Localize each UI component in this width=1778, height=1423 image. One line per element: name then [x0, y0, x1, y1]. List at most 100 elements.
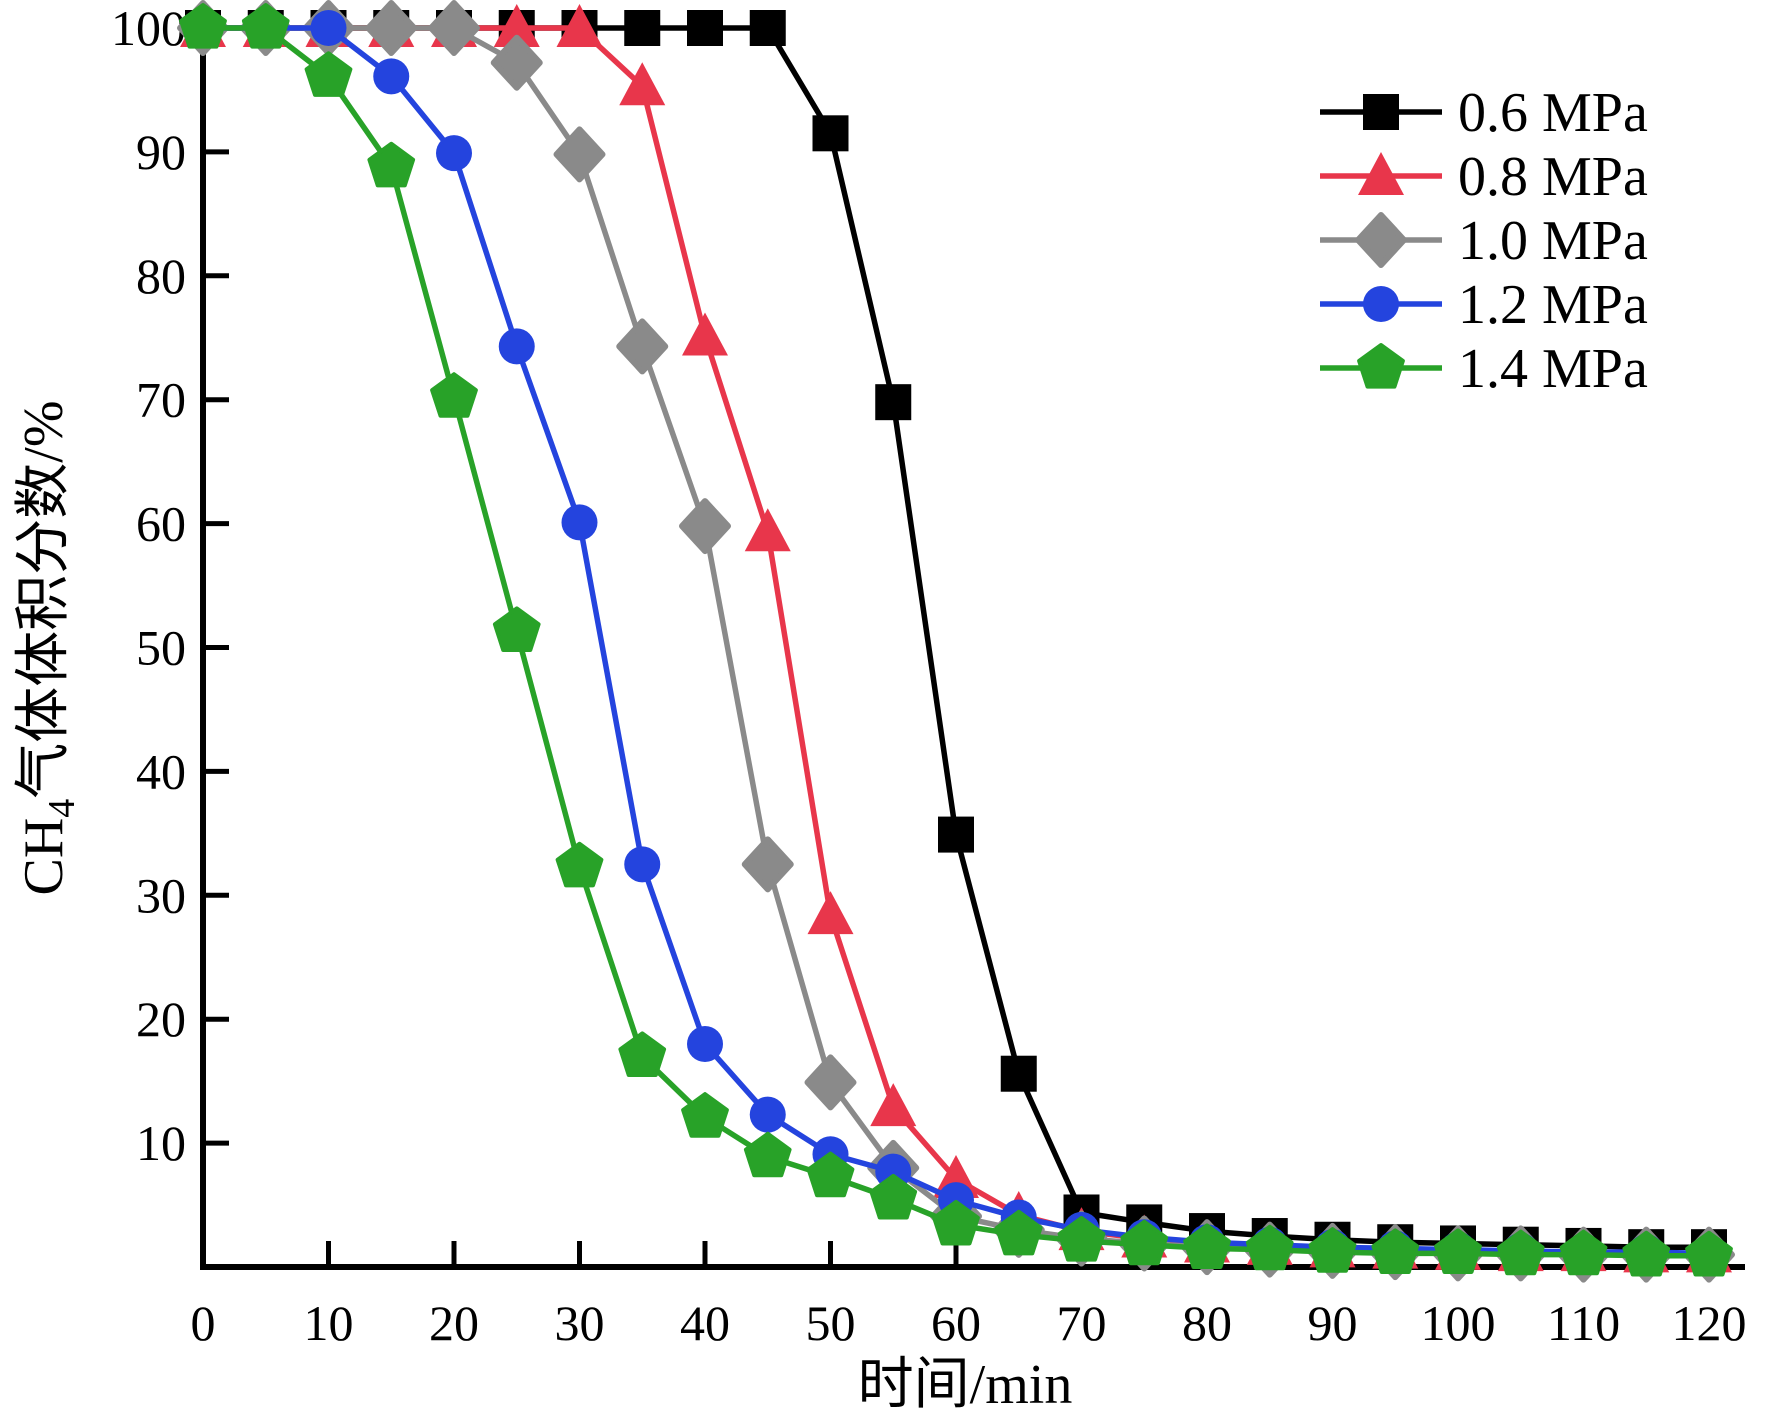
- data-point-marker: [373, 58, 410, 95]
- y-tick-label: 30: [136, 867, 186, 923]
- data-point-marker: [744, 508, 791, 552]
- series-1.4-MPa: [179, 3, 1733, 1277]
- data-point-marker: [436, 135, 472, 172]
- x-tick-label: 80: [1182, 1295, 1232, 1351]
- legend-marker: [1363, 94, 1399, 130]
- data-point-marker: [932, 1199, 980, 1246]
- data-point-marker: [428, 0, 480, 56]
- data-point-marker: [1120, 1219, 1169, 1266]
- data-point-marker: [624, 10, 661, 46]
- x-tick-label: 20: [429, 1295, 479, 1351]
- legend-label: 1.2 MPa: [1458, 274, 1648, 336]
- y-tick-label: 90: [136, 124, 186, 180]
- y-tick-label: 80: [136, 248, 186, 304]
- y-tick-label: 50: [136, 620, 186, 676]
- data-point-marker: [749, 10, 786, 46]
- data-point-marker: [1371, 1228, 1420, 1274]
- legend-item-1.2-MPa: 1.2 MPa: [1320, 274, 1648, 336]
- legend-marker: [1357, 343, 1405, 389]
- legend-marker: [1355, 212, 1407, 268]
- data-point-marker: [681, 1092, 729, 1138]
- legend-marker: [1363, 286, 1399, 322]
- data-point-marker: [687, 1025, 723, 1062]
- data-point-marker: [179, 3, 227, 49]
- x-tick-label: 0: [191, 1295, 216, 1351]
- data-point-marker: [619, 62, 666, 106]
- data-point-marker: [1434, 1228, 1482, 1274]
- data-point-marker: [430, 372, 478, 418]
- x-tick-label: 70: [1057, 1295, 1107, 1351]
- data-point-marker: [807, 891, 854, 935]
- axes: [200, 22, 1745, 1270]
- data-point-marker: [1308, 1227, 1357, 1273]
- data-point-marker: [682, 312, 728, 356]
- data-point-marker: [310, 10, 347, 46]
- data-point-marker: [869, 1173, 918, 1220]
- legend-label: 0.6 MPa: [1458, 82, 1648, 144]
- x-tick-label: 40: [680, 1295, 730, 1351]
- y-tick-label: 10: [136, 1115, 186, 1171]
- data-point-marker: [749, 1096, 786, 1133]
- legend-label: 1.4 MPa: [1458, 338, 1648, 400]
- data-point-marker: [493, 4, 540, 47]
- data-point-marker: [624, 846, 661, 883]
- x-tick-label: 110: [1547, 1295, 1620, 1351]
- legend-item-0.8-MPa: 0.8 MPa: [1320, 146, 1648, 208]
- x-tick-label: 90: [1308, 1295, 1358, 1351]
- data-point-marker: [679, 498, 731, 555]
- data-point-marker: [618, 1031, 667, 1077]
- data-point-marker: [555, 841, 604, 888]
- data-point-marker: [561, 504, 598, 541]
- y-tick-label: 20: [136, 991, 186, 1047]
- data-point-marker: [1622, 1230, 1671, 1277]
- data-point-marker: [556, 4, 603, 47]
- data-point-marker: [498, 328, 535, 365]
- legend-marker: [1358, 152, 1404, 195]
- data-point-marker: [806, 1151, 855, 1198]
- x-tick-label: 60: [931, 1295, 981, 1351]
- x-tick-label: 50: [806, 1295, 856, 1351]
- data-point-marker: [365, 0, 418, 56]
- data-point-marker: [1685, 1230, 1733, 1277]
- y-tick-label: 60: [136, 496, 186, 552]
- data-point-marker: [553, 126, 606, 183]
- y-tick-label: 70: [136, 372, 186, 428]
- x-tick-label: 30: [555, 1295, 605, 1351]
- data-point-marker: [1000, 1055, 1037, 1092]
- data-point-marker: [304, 51, 353, 97]
- data-point-marker: [367, 141, 416, 188]
- x-tick-label: 10: [304, 1295, 354, 1351]
- data-point-marker: [938, 816, 974, 853]
- data-point-marker: [492, 606, 541, 652]
- data-point-marker: [812, 115, 849, 152]
- data-point-marker: [1057, 1216, 1106, 1262]
- data-point-marker: [1559, 1229, 1608, 1276]
- data-point-marker: [490, 34, 543, 91]
- y-tick-label: 100: [111, 0, 186, 56]
- data-point-marker: [687, 10, 723, 46]
- data-point-marker: [1496, 1229, 1545, 1276]
- data-point-marker: [241, 3, 290, 49]
- data-point-marker: [616, 318, 669, 375]
- legend-item-0.6-MPa: 0.6 MPa: [1320, 82, 1648, 144]
- legend-label: 1.0 MPa: [1458, 210, 1648, 272]
- x-axis-title: 时间/min: [858, 1354, 1073, 1416]
- data-point-marker: [994, 1209, 1043, 1256]
- data-point-marker: [743, 1131, 792, 1178]
- data-point-marker: [1245, 1224, 1294, 1271]
- data-point-marker: [870, 1083, 917, 1127]
- x-tick-label: 100: [1421, 1295, 1496, 1351]
- legend-item-1.4-MPa: 1.4 MPa: [1320, 338, 1648, 400]
- data-point-marker: [875, 384, 912, 421]
- legend-item-1.0-MPa: 1.0 MPa: [1320, 210, 1648, 272]
- tick-labels: 0 10 20 30 40 50 60 70 80 90 100 110 120 10 20 30 40 50 60…: [111, 0, 1747, 1351]
- y-axis-title: CH4气体体积分数/%: [13, 400, 83, 895]
- data-point-marker: [741, 836, 794, 893]
- data-point-marker: [1183, 1223, 1231, 1269]
- y-tick-label: 40: [136, 743, 186, 799]
- x-tick-label: 120: [1672, 1295, 1747, 1351]
- data-point-marker: [804, 1054, 857, 1111]
